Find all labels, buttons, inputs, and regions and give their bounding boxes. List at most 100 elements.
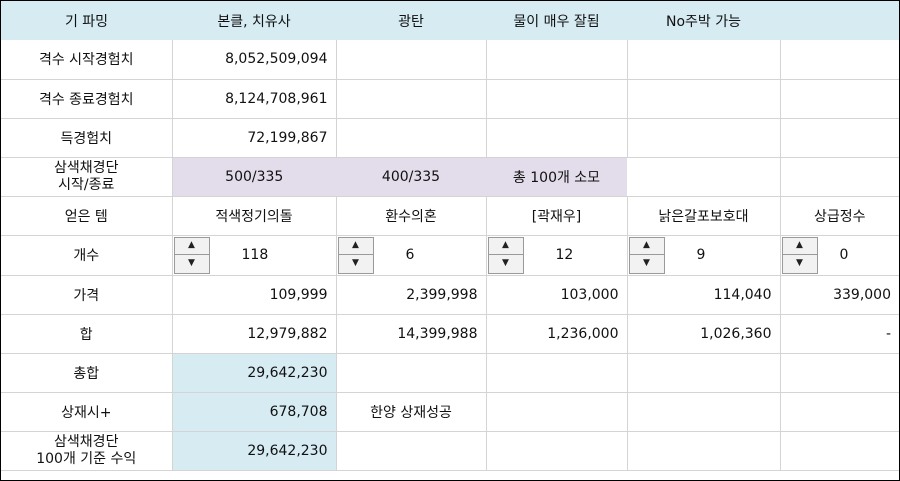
empty-cell[interactable] [486,79,628,119]
table-row: 상재시+ 678,708 한양 상재성공 [1,392,899,432]
price-cell[interactable]: 2,399,998 [336,275,487,315]
empty-cell[interactable] [336,118,487,158]
table-row: 삼색채경단 100개 기준 수익 29,642,230 [1,431,899,471]
per100-cell[interactable]: 29,642,230 [172,431,337,471]
plus-note-cell[interactable]: 한양 상재성공 [336,392,487,432]
table-row: 개수 ▲ ▼ 118 ▲ ▼ 6 ▲ [1,235,900,276]
price-cell[interactable]: 339,000 [780,275,899,315]
sum-cell[interactable]: 12,979,882 [172,314,337,354]
empty-cell[interactable] [486,431,628,471]
spin-up-button[interactable]: ▲ [628,236,665,255]
item-name-cell[interactable]: 적색정기의돌 [172,196,337,236]
count-value[interactable]: 6 [405,247,415,263]
empty-cell[interactable] [780,157,899,197]
start-exp-cell[interactable]: 8,052,509,094 [172,40,337,80]
empty-cell[interactable] [486,353,628,393]
spin-down-button[interactable]: ▼ [781,254,818,274]
row-label[interactable]: 격수 종료경험치 [1,79,173,119]
empty-cell[interactable] [486,392,628,432]
row-label[interactable]: 격수 시작경험치 [1,40,173,80]
empty-cell[interactable] [780,118,899,158]
empty-cell[interactable] [627,157,781,197]
spin-up-button[interactable]: ▲ [487,236,524,255]
count-value[interactable]: 9 [696,247,706,263]
sum-cell[interactable]: 14,399,988 [336,314,487,354]
end-exp-cell[interactable]: 8,124,708,961 [172,79,337,119]
triangle-down-icon: ▼ [643,258,650,268]
spinner-buttons: ▲ ▼ [487,236,524,274]
header-cell[interactable] [780,1,899,40]
triangle-down-icon: ▼ [796,258,803,268]
table-row: 얻은 템 적색정기의돌 환수의혼 [곽재우] 낡은갈포보호대 상급정수 [1,196,899,236]
header-cell[interactable]: 기 파밍 [1,1,172,40]
sum-cell[interactable]: 1,236,000 [486,314,628,354]
empty-cell[interactable] [336,79,487,119]
count-value[interactable]: 12 [555,247,574,263]
header-cell[interactable]: No주박 가능 [627,1,780,40]
gain-exp-cell[interactable]: 72,199,867 [172,118,337,158]
empty-cell[interactable] [336,431,487,471]
item-name-cell[interactable]: [곽재우] [486,196,628,236]
triangle-up-icon: ▲ [188,240,195,250]
row-label[interactable]: 삼색채경단 시작/종료 [1,157,173,197]
empty-cell[interactable] [627,392,781,432]
empty-cell[interactable] [627,431,781,471]
empty-cell[interactable] [780,392,899,432]
empty-cell[interactable] [627,353,781,393]
sanseak-cell[interactable]: 400/335 [336,157,486,197]
empty-cell[interactable] [627,40,781,80]
table-row: 득경험치 72,199,867 [1,118,899,158]
row-label[interactable]: 합 [1,314,173,354]
empty-cell[interactable] [780,40,899,80]
count-value[interactable]: 0 [839,247,849,263]
empty-cell[interactable] [627,118,781,158]
row-label[interactable]: 삼색채경단 100개 기준 수익 [1,431,173,471]
plus-cell[interactable]: 678,708 [172,392,337,432]
row-label[interactable]: 개수 [1,235,173,276]
count-spinner-cell: ▲ ▼ 118 [172,235,337,276]
row-label[interactable]: 총합 [1,353,173,393]
row-label[interactable]: 얻은 템 [1,196,173,236]
spin-down-button[interactable]: ▼ [487,254,524,274]
price-cell[interactable]: 114,040 [627,275,781,315]
empty-cell[interactable] [780,431,899,471]
row-label[interactable]: 득경험치 [1,118,173,158]
empty-cell[interactable] [336,40,487,80]
row-label-line: 삼색채경단 [54,433,119,450]
header-cell[interactable]: 광탄 [336,1,486,40]
item-name-cell[interactable]: 낡은갈포보호대 [627,196,781,236]
row-label[interactable]: 상재시+ [1,392,173,432]
count-spinner: ▲ ▼ 6 [337,236,486,275]
sanseak-total-cell[interactable]: 총 100개 소모 [486,157,627,197]
sum-cell[interactable]: 1,026,360 [627,314,781,354]
empty-cell[interactable] [780,353,899,393]
header-cell[interactable]: 본클, 치유사 [172,1,336,40]
item-name-cell[interactable]: 환수의혼 [336,196,487,236]
total-cell[interactable]: 29,642,230 [172,353,337,393]
header-cell[interactable]: 물이 매우 잘됨 [486,1,627,40]
spin-down-button[interactable]: ▼ [173,254,210,274]
empty-cell[interactable] [336,353,487,393]
spinner-buttons: ▲ ▼ [337,236,374,274]
empty-cell[interactable] [486,40,628,80]
spin-up-button[interactable]: ▲ [781,236,818,255]
spin-up-button[interactable]: ▲ [337,236,374,255]
empty-cell[interactable] [780,79,899,119]
sum-cell[interactable]: - [780,314,899,354]
sanseak-cell[interactable]: 500/335 [172,157,336,197]
spinner-buttons: ▲ ▼ [173,236,210,274]
spin-down-button[interactable]: ▼ [628,254,665,274]
count-value[interactable]: 118 [241,247,269,263]
empty-cell[interactable] [486,118,628,158]
row-label[interactable]: 가격 [1,275,173,315]
spin-up-button[interactable]: ▲ [173,236,210,255]
count-spinner-cell: ▲ ▼ 12 [486,235,628,276]
row-label-line: 삼색채경단 [54,159,119,176]
empty-cell[interactable] [627,79,781,119]
price-cell[interactable]: 103,000 [486,275,628,315]
table-row: 삼색채경단 시작/종료 500/335 400/335 총 100개 소모 [1,157,899,197]
price-cell[interactable]: 109,999 [172,275,337,315]
count-spinner: ▲ ▼ 0 [781,236,900,275]
item-name-cell[interactable]: 상급정수 [780,196,899,236]
spin-down-button[interactable]: ▼ [337,254,374,274]
